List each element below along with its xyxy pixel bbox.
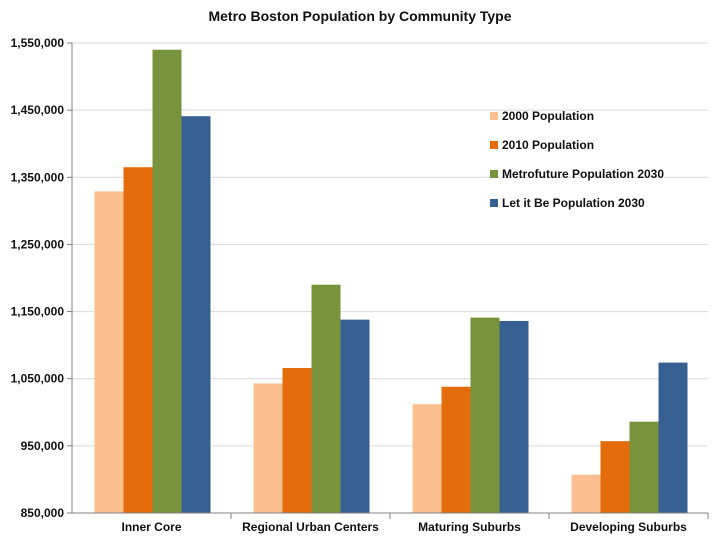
bar: [571, 474, 601, 513]
bar: [470, 317, 500, 513]
y-tick-label: 1,350,000: [11, 170, 65, 184]
bar: [181, 116, 211, 513]
x-tick-label: Developing Suburbs: [570, 520, 687, 534]
bar: [152, 49, 182, 513]
legend-label: Let it Be Population 2030: [502, 196, 645, 210]
y-tick-label: 850,000: [21, 506, 65, 520]
bar: [499, 320, 529, 513]
bar: [412, 404, 442, 513]
y-tick-label: 1,150,000: [11, 305, 65, 319]
legend-label: 2000 Population: [502, 109, 594, 123]
y-tick-label: 1,550,000: [11, 36, 65, 50]
legend-label: 2010 Population: [502, 138, 594, 152]
bar: [94, 191, 124, 513]
bars: [94, 49, 688, 513]
legend-swatch: [490, 170, 498, 178]
axes: [67, 42, 709, 519]
y-tick-label: 950,000: [21, 439, 65, 453]
chart-title: Metro Boston Population by Community Typ…: [208, 8, 511, 24]
y-tick-label: 1,250,000: [11, 237, 65, 251]
bar: [311, 284, 341, 513]
bar: [441, 386, 471, 513]
bar: [340, 319, 370, 513]
legend: 2000 Population 2010 Population Metrofutur…: [490, 109, 664, 210]
y-tick-label: 1,450,000: [11, 103, 65, 117]
legend-swatch: [490, 141, 498, 149]
x-tick-label: Regional Urban Centers: [242, 520, 379, 534]
legend-swatch: [490, 199, 498, 207]
bar: [123, 167, 153, 513]
bar: [600, 441, 630, 513]
legend-label: Metrofuture Population 2030: [502, 167, 664, 181]
bar: [282, 367, 312, 513]
bar: [629, 421, 659, 513]
bar: [253, 383, 283, 513]
x-tick-label: Maturing Suburbs: [418, 520, 521, 534]
y-axis-ticks: 850,000 950,000 1,050,000 1,150,000 1,250,00…: [11, 36, 65, 520]
x-axis-ticks: Inner Core Regional Urban Centers Maturing…: [121, 520, 687, 534]
y-tick-label: 1,050,000: [11, 372, 65, 386]
x-tick-label: Inner Core: [121, 520, 181, 534]
legend-swatch: [490, 112, 498, 120]
bar: [658, 362, 688, 513]
